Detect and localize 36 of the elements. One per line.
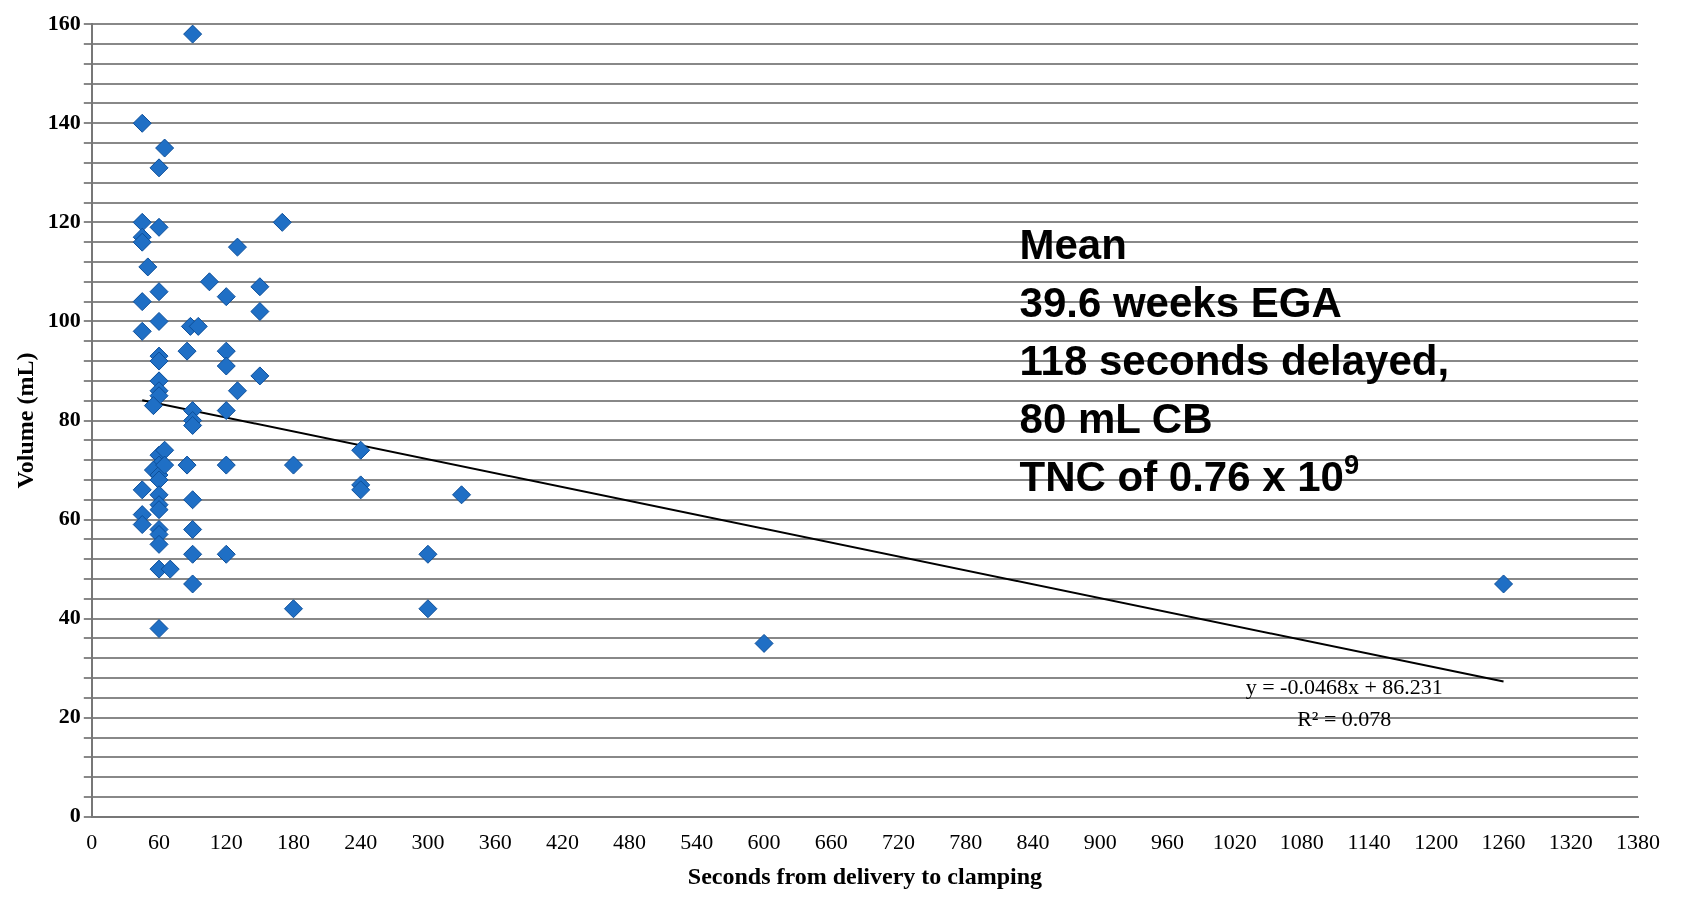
x-tick-label: 1140 xyxy=(1347,828,1391,854)
x-tick-label: 1260 xyxy=(1481,828,1526,854)
y-tick-label: 160 xyxy=(47,9,81,35)
y-tick-label: 80 xyxy=(58,406,81,432)
x-tick-label: 0 xyxy=(86,828,98,854)
x-tick-label: 1320 xyxy=(1548,828,1593,854)
x-tick-label: 240 xyxy=(344,828,378,854)
x-tick-label: 300 xyxy=(411,828,445,854)
x-tick-label: 540 xyxy=(680,828,714,854)
x-tick-label: 900 xyxy=(1083,828,1117,854)
x-tick-label: 1020 xyxy=(1212,828,1257,854)
annotation: y = -0.0468x + 86.231 R² = 0.078 xyxy=(1245,673,1443,731)
x-tick-label: 720 xyxy=(882,828,916,854)
y-axis-title: Volume (mL) xyxy=(11,352,38,489)
y-tick-label: 140 xyxy=(47,108,81,134)
y-tick-label: 40 xyxy=(58,604,81,630)
x-tick-label: 1200 xyxy=(1414,828,1459,854)
x-tick-label: 60 xyxy=(148,828,171,854)
y-tick-label: 20 xyxy=(58,703,81,729)
x-axis-title: Seconds from delivery to clamping xyxy=(687,862,1042,889)
y-tick-label: 100 xyxy=(47,307,81,333)
x-tick-label: 960 xyxy=(1150,828,1184,854)
x-tick-label: 180 xyxy=(276,828,310,854)
x-tick-label: 780 xyxy=(949,828,983,854)
x-tick-label: 600 xyxy=(747,828,781,854)
x-tick-label: 1080 xyxy=(1279,828,1324,854)
y-tick-label: 0 xyxy=(69,802,81,828)
y-tick-label: 60 xyxy=(58,505,81,531)
x-tick-label: 840 xyxy=(1016,828,1050,854)
x-tick-label: 480 xyxy=(613,828,647,854)
x-tick-label: 120 xyxy=(209,828,243,854)
x-tick-label: 420 xyxy=(545,828,579,854)
y-tick-label: 120 xyxy=(47,208,81,234)
x-tick-label: 660 xyxy=(814,828,848,854)
x-tick-label: 360 xyxy=(478,828,512,854)
x-tick-label: 1380 xyxy=(1616,828,1660,854)
